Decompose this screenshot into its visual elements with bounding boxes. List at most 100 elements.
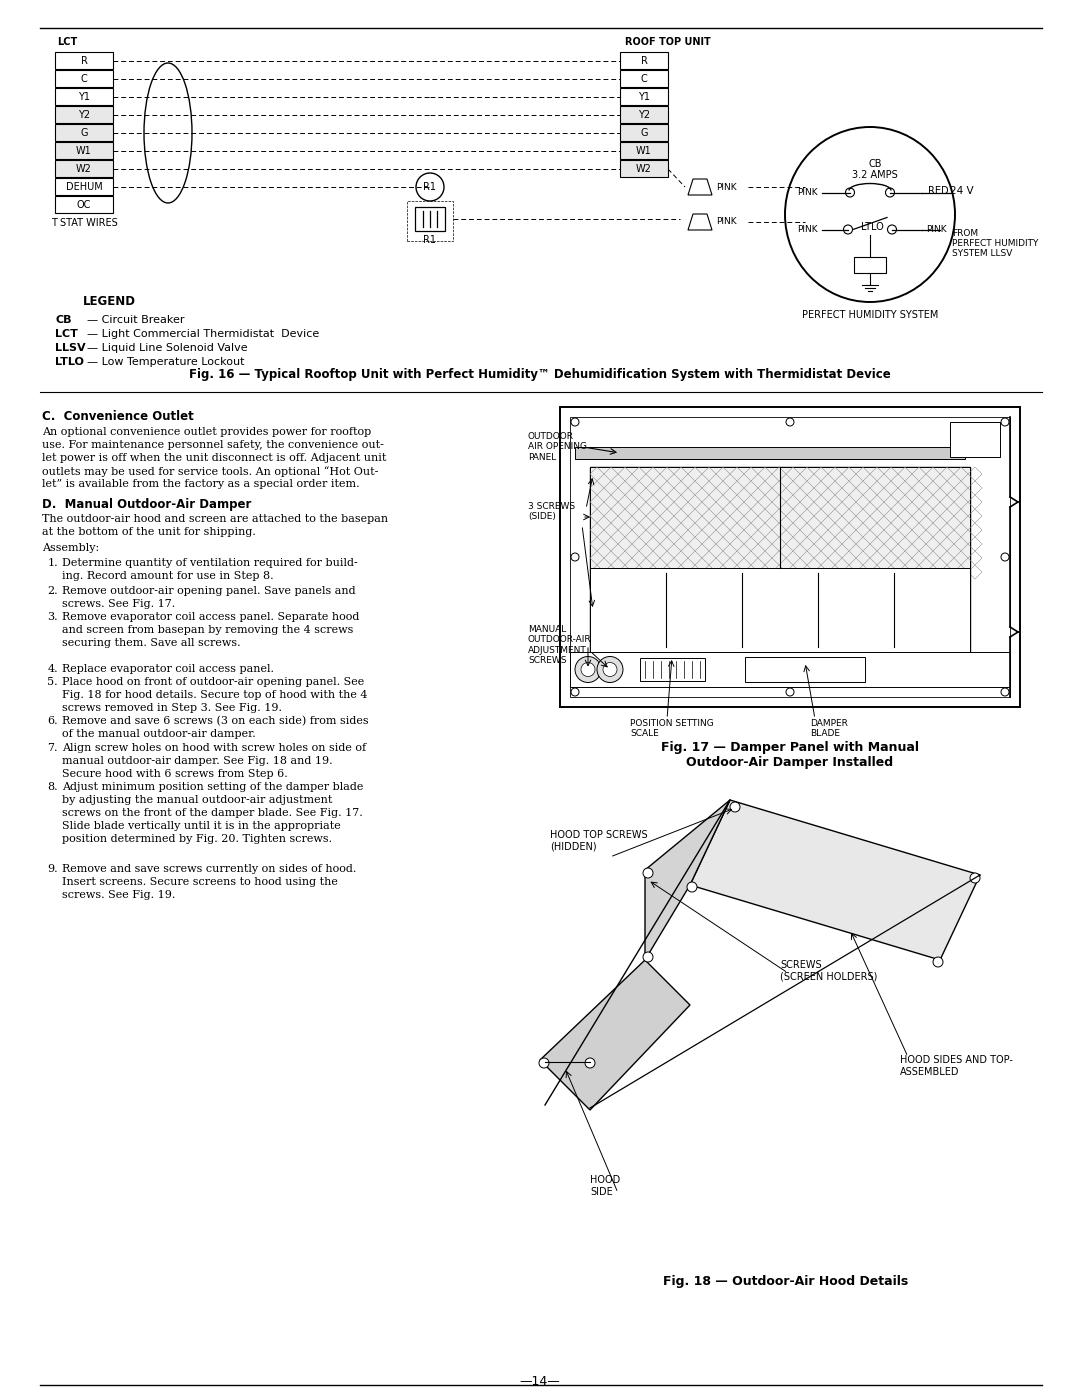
Circle shape	[1001, 418, 1009, 426]
Bar	[950, 422, 1000, 457]
Text: Remove evaporator coil access panel. Separate hood: Remove evaporator coil access panel. Sep…	[62, 612, 360, 622]
Bar	[407, 201, 453, 242]
Text: The outdoor-air hood and screen are attached to the basepan: The outdoor-air hood and screen are atta…	[42, 514, 388, 524]
Text: OUTDOOR
AIR OPENING
PANEL: OUTDOOR AIR OPENING PANEL	[528, 432, 588, 462]
Text: at the bottom of the unit for shipping.: at the bottom of the unit for shipping.	[42, 527, 256, 536]
Text: 1.: 1.	[48, 557, 58, 569]
Bar	[55, 70, 113, 87]
Text: R: R	[640, 56, 647, 66]
Circle shape	[886, 189, 894, 197]
Text: PINK: PINK	[716, 183, 737, 191]
Text: RED: RED	[928, 187, 948, 197]
Text: LCT: LCT	[57, 36, 78, 47]
Text: 9.: 9.	[48, 863, 58, 875]
Circle shape	[786, 687, 794, 696]
Text: Y1: Y1	[638, 91, 650, 102]
Bar	[570, 416, 1010, 697]
Text: FROM
PERFECT HUMIDITY
SYSTEM LLSV: FROM PERFECT HUMIDITY SYSTEM LLSV	[951, 229, 1038, 258]
Text: T STAT WIRES: T STAT WIRES	[51, 218, 118, 228]
Bar	[55, 142, 113, 159]
Bar	[55, 106, 113, 123]
Text: manual outdoor-air damper. See Fig. 18 and 19.: manual outdoor-air damper. See Fig. 18 a…	[62, 756, 333, 766]
Text: securing them. Save all screws.: securing them. Save all screws.	[62, 638, 241, 648]
Polygon shape	[688, 214, 712, 231]
Text: Determine quantity of ventilation required for build-: Determine quantity of ventilation requir…	[62, 557, 357, 569]
Text: PINK: PINK	[926, 225, 947, 235]
Bar	[590, 569, 970, 652]
Polygon shape	[688, 179, 712, 196]
Circle shape	[571, 687, 579, 696]
Bar	[620, 88, 669, 105]
Bar	[640, 658, 705, 680]
Text: — Light Commercial Thermidistat  Device: — Light Commercial Thermidistat Device	[87, 330, 320, 339]
Text: PINK: PINK	[716, 218, 737, 226]
Text: 7.: 7.	[48, 743, 58, 753]
Bar	[55, 88, 113, 105]
Text: screws on the front of the damper blade. See Fig. 17.: screws on the front of the damper blade.…	[62, 807, 363, 819]
Text: PINK: PINK	[797, 189, 818, 197]
Circle shape	[571, 418, 579, 426]
Text: LLSV: LLSV	[55, 344, 85, 353]
Text: D.  Manual Outdoor-Air Damper: D. Manual Outdoor-Air Damper	[42, 497, 252, 511]
Circle shape	[843, 225, 852, 235]
Circle shape	[687, 882, 697, 893]
Text: — Liquid Line Solenoid Valve: — Liquid Line Solenoid Valve	[87, 344, 247, 353]
Text: of the manual outdoor-air damper.: of the manual outdoor-air damper.	[62, 729, 256, 739]
Text: 3 SCREWS
(SIDE): 3 SCREWS (SIDE)	[528, 502, 576, 521]
Text: W1: W1	[76, 145, 92, 155]
Text: let power is off when the unit disconnect is off. Adjacent unit: let power is off when the unit disconnec…	[42, 453, 387, 462]
Text: W2: W2	[636, 163, 652, 173]
Text: G: G	[80, 127, 87, 137]
Circle shape	[1001, 553, 1009, 562]
Circle shape	[1001, 687, 1009, 696]
Text: C.  Convenience Outlet: C. Convenience Outlet	[42, 409, 193, 423]
Text: An optional convenience outlet provides power for rooftop: An optional convenience outlet provides …	[42, 427, 372, 437]
Circle shape	[539, 1058, 549, 1067]
Bar	[620, 52, 669, 68]
Text: SCREWS
(SCREEN HOLDERS): SCREWS (SCREEN HOLDERS)	[780, 960, 877, 982]
Text: LTLO: LTLO	[861, 222, 883, 232]
Text: let” is available from the factory as a special order item.: let” is available from the factory as a …	[42, 479, 360, 489]
Circle shape	[970, 873, 980, 883]
Text: position determined by Fig. 20. Tighten screws.: position determined by Fig. 20. Tighten …	[62, 834, 333, 844]
Text: Fig. 16 — Typical Rooftop Unit with Perfect Humidity™ Dehumidification System wi: Fig. 16 — Typical Rooftop Unit with Perf…	[189, 367, 891, 381]
Bar	[620, 106, 669, 123]
Text: Remove and save screws currently on sides of hood.: Remove and save screws currently on side…	[62, 863, 356, 875]
Bar	[561, 407, 1020, 707]
Text: and screen from basepan by removing the 4 screws: and screen from basepan by removing the …	[62, 624, 353, 636]
Text: Fig. 18 for hood details. Secure top of hood with the 4: Fig. 18 for hood details. Secure top of …	[62, 690, 367, 700]
Text: Insert screens. Secure screens to hood using the: Insert screens. Secure screens to hood u…	[62, 877, 338, 887]
Text: Slide blade vertically until it is in the appropriate: Slide blade vertically until it is in th…	[62, 821, 341, 831]
Text: LEGEND: LEGEND	[83, 295, 136, 307]
Text: Remove outdoor-air opening panel. Save panels and: Remove outdoor-air opening panel. Save p…	[62, 585, 355, 597]
Circle shape	[597, 657, 623, 683]
Text: 4.: 4.	[48, 664, 58, 673]
Circle shape	[575, 657, 600, 683]
Text: Replace evaporator coil access panel.: Replace evaporator coil access panel.	[62, 664, 274, 673]
Circle shape	[888, 225, 896, 235]
Text: PINK: PINK	[797, 225, 818, 235]
Text: use. For maintenance personnel safety, the convenience out-: use. For maintenance personnel safety, t…	[42, 440, 383, 450]
Text: PERFECT HUMIDITY SYSTEM: PERFECT HUMIDITY SYSTEM	[801, 310, 939, 320]
Text: MANUAL
OUTDOOR-AIR
ADJUSTMENT
SCREWS: MANUAL OUTDOOR-AIR ADJUSTMENT SCREWS	[528, 624, 592, 665]
Circle shape	[846, 189, 854, 197]
Text: Assembly:: Assembly:	[42, 543, 99, 553]
Text: Remove and save 6 screws (3 on each side) from sides: Remove and save 6 screws (3 on each side…	[62, 717, 368, 726]
Bar	[55, 177, 113, 196]
Text: outlets may be used for service tools. An optional “Hot Out-: outlets may be used for service tools. A…	[42, 467, 378, 476]
Text: OC: OC	[77, 200, 91, 210]
Text: DEHUM: DEHUM	[66, 182, 103, 191]
Text: —14—: —14—	[519, 1375, 561, 1389]
Text: R1: R1	[423, 182, 436, 191]
Text: screws removed in Step 3. See Fig. 19.: screws removed in Step 3. See Fig. 19.	[62, 703, 282, 712]
Bar	[620, 124, 669, 141]
Text: C: C	[81, 74, 87, 84]
Text: W2: W2	[76, 163, 92, 173]
Text: — Circuit Breaker: — Circuit Breaker	[87, 314, 185, 326]
Bar	[570, 652, 1010, 687]
Circle shape	[933, 957, 943, 967]
Text: Align screw holes on hood with screw holes on side of: Align screw holes on hood with screw hol…	[62, 743, 366, 753]
Polygon shape	[690, 800, 980, 960]
Circle shape	[730, 802, 740, 812]
Bar	[575, 447, 966, 460]
